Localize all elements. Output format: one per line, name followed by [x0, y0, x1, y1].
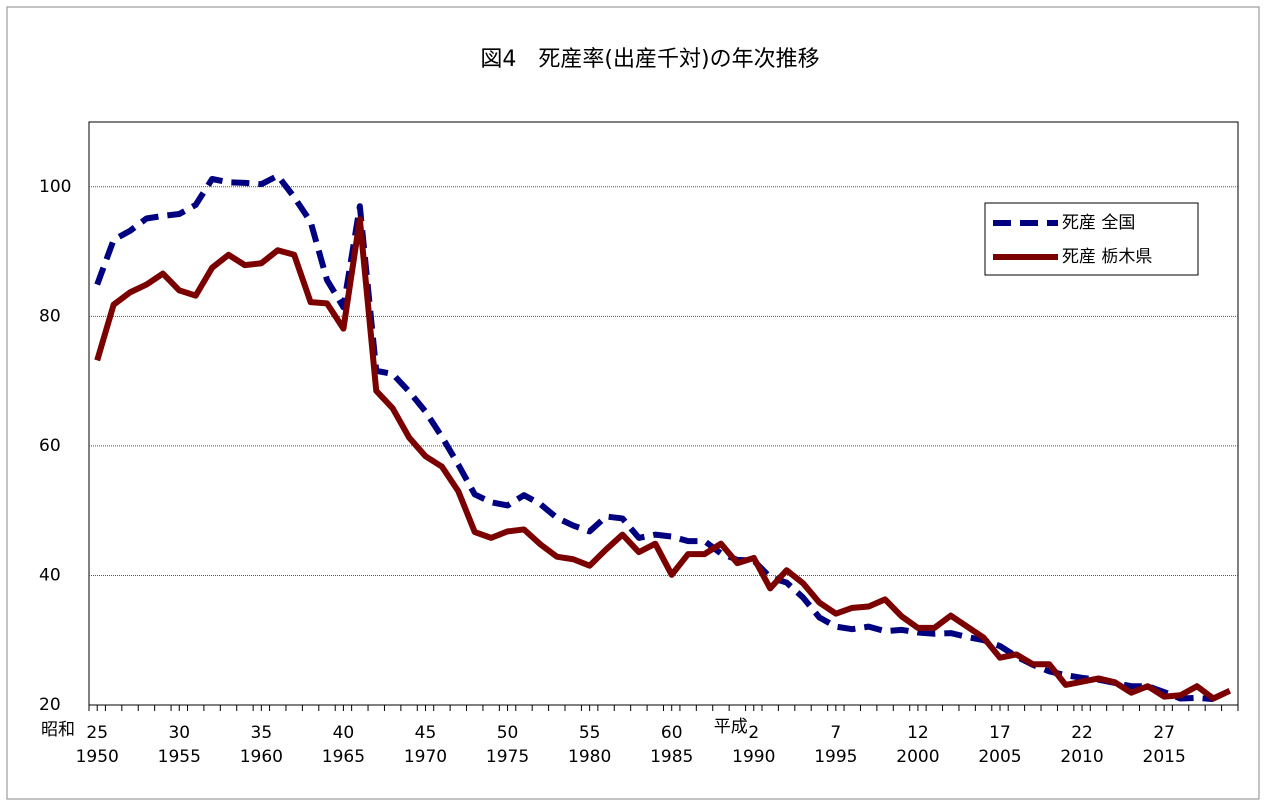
era-label: 55 — [579, 723, 601, 743]
era-label: 35 — [251, 723, 273, 743]
era-label: 7 — [830, 723, 841, 743]
x-tick-label: 2000 — [896, 747, 939, 767]
x-tick-label: 1960 — [240, 747, 283, 767]
y-tick-label: 60 — [39, 436, 61, 456]
era-label: 25 — [86, 723, 108, 743]
era-label: 2 — [748, 723, 759, 743]
x-tick-label: 2015 — [1143, 747, 1186, 767]
x-tick-label: 1975 — [486, 747, 529, 767]
era-label: 40 — [333, 723, 355, 743]
chart-frame — [6, 6, 1260, 800]
y-tick-label: 20 — [39, 695, 61, 715]
era-label: 60 — [661, 723, 683, 743]
x-tick-label: 1995 — [814, 747, 857, 767]
legend-box — [984, 202, 1199, 276]
y-tick-label: 40 — [39, 565, 61, 585]
x-tick-label: 1965 — [322, 747, 365, 767]
legend-label: 死産 栃木県 — [1062, 247, 1152, 267]
era-label: 17 — [989, 723, 1011, 743]
chart-title: 図4 死産率(出産千対)の年次推移 — [480, 47, 819, 72]
legend-label: 死産 全国 — [1062, 213, 1135, 233]
era-label: 30 — [168, 723, 190, 743]
era-label: 50 — [497, 723, 519, 743]
era-label: 22 — [1071, 723, 1093, 743]
x-tick-label: 1985 — [650, 747, 693, 767]
y-tick-label: 80 — [39, 306, 61, 326]
x-tick-label: 2005 — [978, 747, 1021, 767]
era-name: 平成 — [714, 717, 748, 737]
x-tick-label: 2010 — [1060, 747, 1103, 767]
era-label: 45 — [415, 723, 437, 743]
era-name: 昭和 — [41, 720, 75, 740]
y-tick-label: 100 — [39, 177, 71, 197]
x-tick-label: 1970 — [404, 747, 447, 767]
x-tick-label: 1990 — [732, 747, 775, 767]
x-tick-label: 1950 — [76, 747, 119, 767]
line-series — [94, 216, 1232, 702]
era-label: 12 — [907, 723, 929, 743]
x-tick-label: 1980 — [568, 747, 611, 767]
era-label: 27 — [1153, 723, 1175, 743]
x-tick-label: 1955 — [158, 747, 201, 767]
